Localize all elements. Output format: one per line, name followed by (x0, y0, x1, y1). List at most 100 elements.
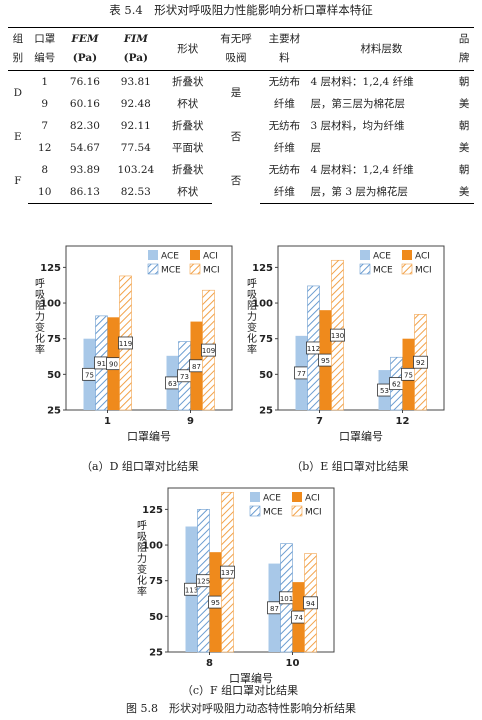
figure-caption: 图 5.8 形状对呼吸阻力动态特性影响分析结果 (126, 702, 356, 715)
y-axis-label: 呼吸阻力变化率 (33, 278, 45, 355)
y-tick-label: 100 (40, 299, 61, 310)
bar-chart-svg: 255075100125呼吸阻力变化率771129513075362759212… (245, 245, 445, 443)
chart-group-f: 25 50 75 100 125 呼吸阻力变化率 113 125 95 137 8 87 101 74 94… (130, 480, 342, 690)
cell-layers: 层，第三层为棉花层 (310, 98, 406, 110)
data-label: 113 (185, 586, 198, 594)
cell-valve: 是 (230, 87, 242, 99)
subcaption-a: （a）D 组口罩对比结果 (81, 460, 199, 473)
legend-swatch-mce (359, 263, 371, 275)
cell-brand: 朝 (458, 120, 470, 132)
table-row: 10 86.13 82.53 杯状 纤维 层，第 3 层为棉花层 美 (8, 181, 474, 204)
data-label: 137 (221, 569, 234, 577)
legend-label: ACI (415, 252, 430, 262)
cell-valve: 否 (230, 175, 242, 188)
legend-label: ACI (203, 252, 218, 262)
legend-label: ACE (263, 494, 281, 504)
data-label-box (201, 343, 216, 357)
cell-group: E (14, 131, 22, 143)
y-tick-label: 100 (252, 299, 273, 310)
header-fem: FEM (Pa) (61, 27, 109, 71)
data-label-box (118, 336, 133, 350)
data-label-box (220, 565, 235, 579)
x-axis-label: 口罩编号 (339, 429, 383, 443)
cell-fim: 92.48 (120, 98, 151, 110)
table-row: 12 54.67 77.54 平面状 纤维 层 美 (8, 137, 474, 159)
header-mask-no: 口罩 编号 (27, 27, 62, 71)
legend-swatch-mce (249, 505, 261, 517)
cell-mask-no: 1 (41, 76, 49, 88)
cell-mask-no: 10 (27, 181, 62, 204)
data-label: 87 (270, 605, 279, 613)
header-brand: 品牌 (454, 27, 474, 71)
cell-brand: 美 (458, 98, 470, 110)
cell-brand: 朝 (458, 76, 470, 88)
cell-valve: 否 (230, 131, 242, 143)
mask-sample-table: 组别 口罩 编号 FEM (Pa) FIM (Pa) 形状 有无呼 吸阀 主要材料 材料… (8, 27, 474, 204)
legend-swatch-aci (402, 250, 412, 260)
y-tick-label: 75 (149, 576, 163, 587)
subcaption-c: （c）F 组口罩对比结果 (181, 684, 299, 697)
table-row: 9 60.16 92.48 杯状 纤维 层，第三层为棉花层 美 (8, 93, 474, 115)
cell-layers: 3 层材料，均为纤维 (310, 120, 405, 132)
legend-label: ACI (305, 494, 320, 504)
y-tick-label: 50 (149, 612, 163, 623)
subcaption-b: （b）E 组口罩对比结果 (291, 460, 409, 473)
legend-swatch-mci (189, 263, 201, 275)
table-row: E 7 82.30 92.11 折叠状 否 无纺布 3 层材料，均为纤维 朝 (8, 115, 474, 143)
data-label: 94 (306, 600, 315, 608)
legend-swatch-ace (148, 250, 158, 260)
x-axis-label: 口罩编号 (127, 429, 171, 443)
legend-swatch-mci (291, 505, 303, 517)
x-tick-label: 12 (396, 416, 410, 427)
cell-fem: 93.89 (69, 164, 100, 176)
header-shape: 形状 (163, 27, 212, 71)
data-label: 101 (280, 595, 293, 603)
y-axis-label: 呼吸阻力变化率 (135, 520, 147, 597)
y-tick-label: 50 (259, 370, 273, 381)
legend-label: ACE (161, 252, 179, 262)
data-label: 95 (321, 357, 330, 365)
data-label: 90 (109, 361, 118, 369)
cell-shape: 杯状 (177, 98, 199, 110)
cell-shape: 平面状 (171, 142, 204, 154)
cell-fem: 60.16 (69, 98, 100, 110)
y-tick-label: 50 (47, 370, 61, 381)
data-label: 63 (168, 380, 177, 388)
cell-brand: 朝 (458, 164, 470, 176)
chart-group-e: 25 50 75 100 125 呼吸阻力变化率 77 112 95 130 7 53 62 75 92 12… (240, 238, 452, 448)
x-tick-label: 10 (286, 658, 300, 669)
cell-brand: 美 (454, 181, 474, 204)
x-tick-label: 8 (206, 658, 213, 669)
y-tick-label: 75 (47, 334, 61, 345)
y-tick-label: 25 (47, 406, 61, 417)
cell-layers: 4 层材料：1,2,4 纤维 (310, 164, 414, 176)
cell-mask-no: 7 (41, 120, 49, 132)
legend-swatch-mce (147, 263, 159, 275)
data-label: 74 (294, 614, 303, 622)
y-tick-label: 125 (252, 263, 273, 274)
legend-label: MCI (415, 266, 432, 276)
data-label: 62 (392, 381, 401, 389)
cell-layers: 层，第 3 层为棉花层 (308, 181, 455, 204)
cell-material: 无纺布 (268, 164, 301, 176)
table-row: F 8 93.89 103.24 折叠状 否 无纺布 4 层材料：1,2,4 纤… (8, 159, 474, 187)
cell-material: 纤维 (273, 142, 295, 154)
legend-label: ACE (373, 252, 391, 262)
cell-fim: 93.81 (120, 76, 151, 88)
legend-swatch-aci (190, 250, 200, 260)
data-label: 109 (202, 347, 215, 355)
legend-swatch-ace (360, 250, 370, 260)
legend: ACE ACI MCE MCI (359, 250, 432, 276)
table-row: D 1 76.16 93.81 折叠状 是 无纺布 4 层材料：1,2,4 纤维… (8, 71, 474, 99)
data-label-box (303, 596, 318, 610)
cell-fim: 92.11 (120, 120, 151, 132)
cell-brand: 美 (458, 142, 470, 154)
legend: ACE ACI MCE MCI (147, 250, 220, 276)
cell-group: D (13, 87, 23, 99)
x-tick-label: 9 (187, 416, 194, 427)
y-tick-label: 100 (142, 541, 163, 552)
data-label: 75 (85, 371, 94, 379)
header-layers: 材料层数 (308, 27, 455, 71)
